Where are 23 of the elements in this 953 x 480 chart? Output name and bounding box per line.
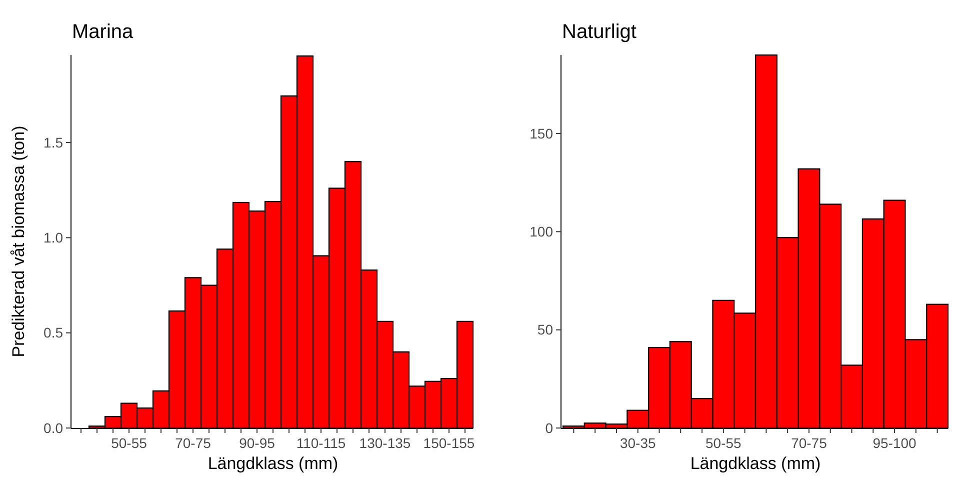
y-tick-label: 0.0 — [44, 420, 64, 436]
x-tick-label: 50-55 — [111, 435, 148, 451]
x-tick-label: 110-115 — [296, 435, 346, 451]
y-tick-label: 150 — [530, 125, 554, 142]
x-axis-title: Längdklass (mm) — [208, 454, 338, 473]
x-tick-label: 90-95 — [239, 435, 276, 451]
x-tick-label: 30-35 — [620, 435, 656, 451]
y-tick-label: 1.5 — [44, 134, 64, 150]
x-tick-label: 130-135 — [359, 435, 411, 451]
x-tick-label: 70-75 — [791, 435, 828, 451]
y-tick-label: 50 — [537, 322, 554, 338]
x-tick-label: 150-155 — [423, 435, 475, 451]
chart-title: Marina — [72, 21, 134, 43]
x-tick-label: 70-75 — [175, 435, 212, 451]
x-axis-title: Längdklass (mm) — [690, 454, 821, 473]
x-tick-label: 95-100 — [872, 435, 917, 451]
y-tick-label: 100 — [530, 224, 554, 240]
y-axis-title: Predikterad våt biomassa (ton) — [9, 126, 28, 358]
y-tick-label: 1.0 — [44, 230, 64, 246]
x-tick-label: 50-55 — [706, 435, 742, 451]
y-tick-label: 0 — [545, 420, 554, 436]
y-tick-label: 0.5 — [44, 324, 64, 341]
chart-title: Naturligt — [562, 21, 637, 43]
